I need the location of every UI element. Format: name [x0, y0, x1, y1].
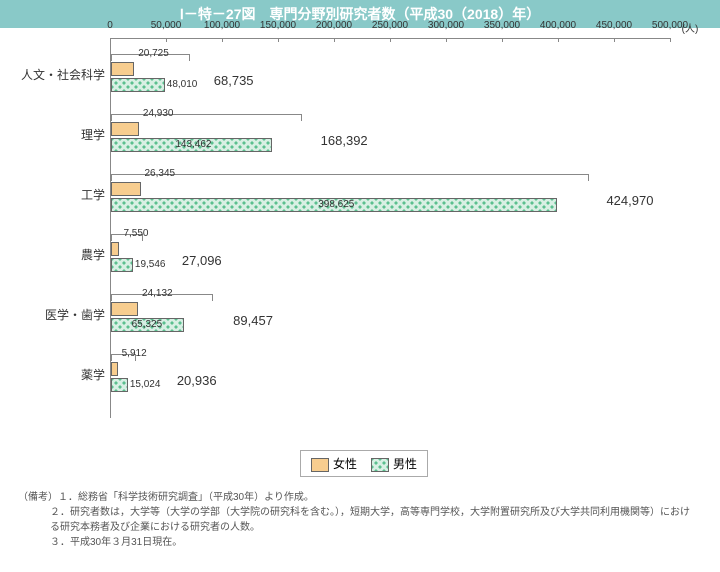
value-female: 20,725 — [138, 48, 169, 59]
value-male: 398,625 — [318, 199, 354, 210]
category-label: 理学 — [81, 126, 105, 143]
x-tick: 0 — [107, 20, 113, 31]
category-label: 農学 — [81, 246, 105, 263]
x-tick: 200,000 — [316, 20, 352, 31]
value-female: 24,930 — [143, 108, 174, 119]
bar-male — [111, 78, 165, 92]
chart-container: Ⅰ－特－27図 専門分野別研究者数（平成30（2018）年） 人文・社会科学理学… — [0, 0, 720, 572]
value-total: 20,936 — [177, 373, 217, 388]
value-total: 89,457 — [233, 313, 273, 328]
value-total: 27,096 — [182, 253, 222, 268]
notes-prefix: （備考） — [18, 492, 58, 503]
bar-female — [111, 242, 119, 256]
value-male: 65,325 — [132, 319, 163, 330]
bar-female — [111, 62, 134, 76]
value-female: 24,132 — [142, 288, 173, 299]
legend-swatch-female — [311, 458, 329, 472]
value-total: 68,735 — [214, 73, 254, 88]
bar-female — [111, 362, 118, 376]
bar-male — [111, 378, 128, 392]
value-male: 19,546 — [135, 259, 166, 270]
value-male: 48,010 — [167, 79, 198, 90]
legend-item-female: 女性 — [311, 455, 357, 472]
category-label: 人文・社会科学 — [21, 66, 105, 83]
x-tick: 400,000 — [540, 20, 576, 31]
value-male: 143,462 — [175, 139, 211, 150]
legend-label-male: 男性 — [393, 457, 417, 471]
x-tick: 450,000 — [596, 20, 632, 31]
value-male: 15,024 — [130, 379, 161, 390]
bar-female — [111, 122, 139, 136]
value-female: 5,912 — [122, 348, 147, 359]
x-tick: 350,000 — [484, 20, 520, 31]
legend-item-male: 男性 — [371, 455, 417, 472]
x-tick: 250,000 — [372, 20, 408, 31]
note-1: １．総務省「科学技術研究調査」（平成30年）より作成。 — [58, 492, 314, 503]
value-female: 26,345 — [145, 168, 176, 179]
bar-female — [111, 302, 138, 316]
category-label: 医学・歯学 — [45, 306, 105, 323]
bar-female — [111, 182, 141, 196]
category-label: 工学 — [81, 186, 105, 203]
plot-area: 人文・社会科学理学工学農学医学・歯学薬学 050,000100,000150,0… — [110, 38, 700, 438]
legend-label-female: 女性 — [333, 457, 357, 471]
x-tick: 150,000 — [260, 20, 296, 31]
x-tick: 300,000 — [428, 20, 464, 31]
x-tick: 100,000 — [204, 20, 240, 31]
footnotes: （備考）１．総務省「科学技術研究調査」（平成30年）より作成。 ２．研究者数は，… — [18, 490, 698, 550]
value-total: 424,970 — [606, 193, 653, 208]
value-female: 7,550 — [123, 228, 148, 239]
x-axis: 0 50,000 100,000 150,000 200,000 250,000 300,0… — [110, 20, 700, 36]
legend: 女性 男性 — [300, 450, 428, 477]
note-3: ３．平成30年３月31日現在。 — [50, 535, 182, 550]
x-tick: 50,000 — [151, 20, 182, 31]
legend-swatch-male — [371, 458, 389, 472]
y-axis: 人文・社会科学理学工学農学医学・歯学薬学 — [20, 38, 105, 438]
value-total: 168,392 — [321, 133, 368, 148]
category-label: 薬学 — [81, 366, 105, 383]
x-unit: (人) — [682, 20, 699, 35]
bar-male — [111, 258, 133, 272]
note-2: ２．研究者数は，大学等（大学の学部（大学院の研究科を含む。），短期大学，高等専門… — [50, 505, 698, 535]
